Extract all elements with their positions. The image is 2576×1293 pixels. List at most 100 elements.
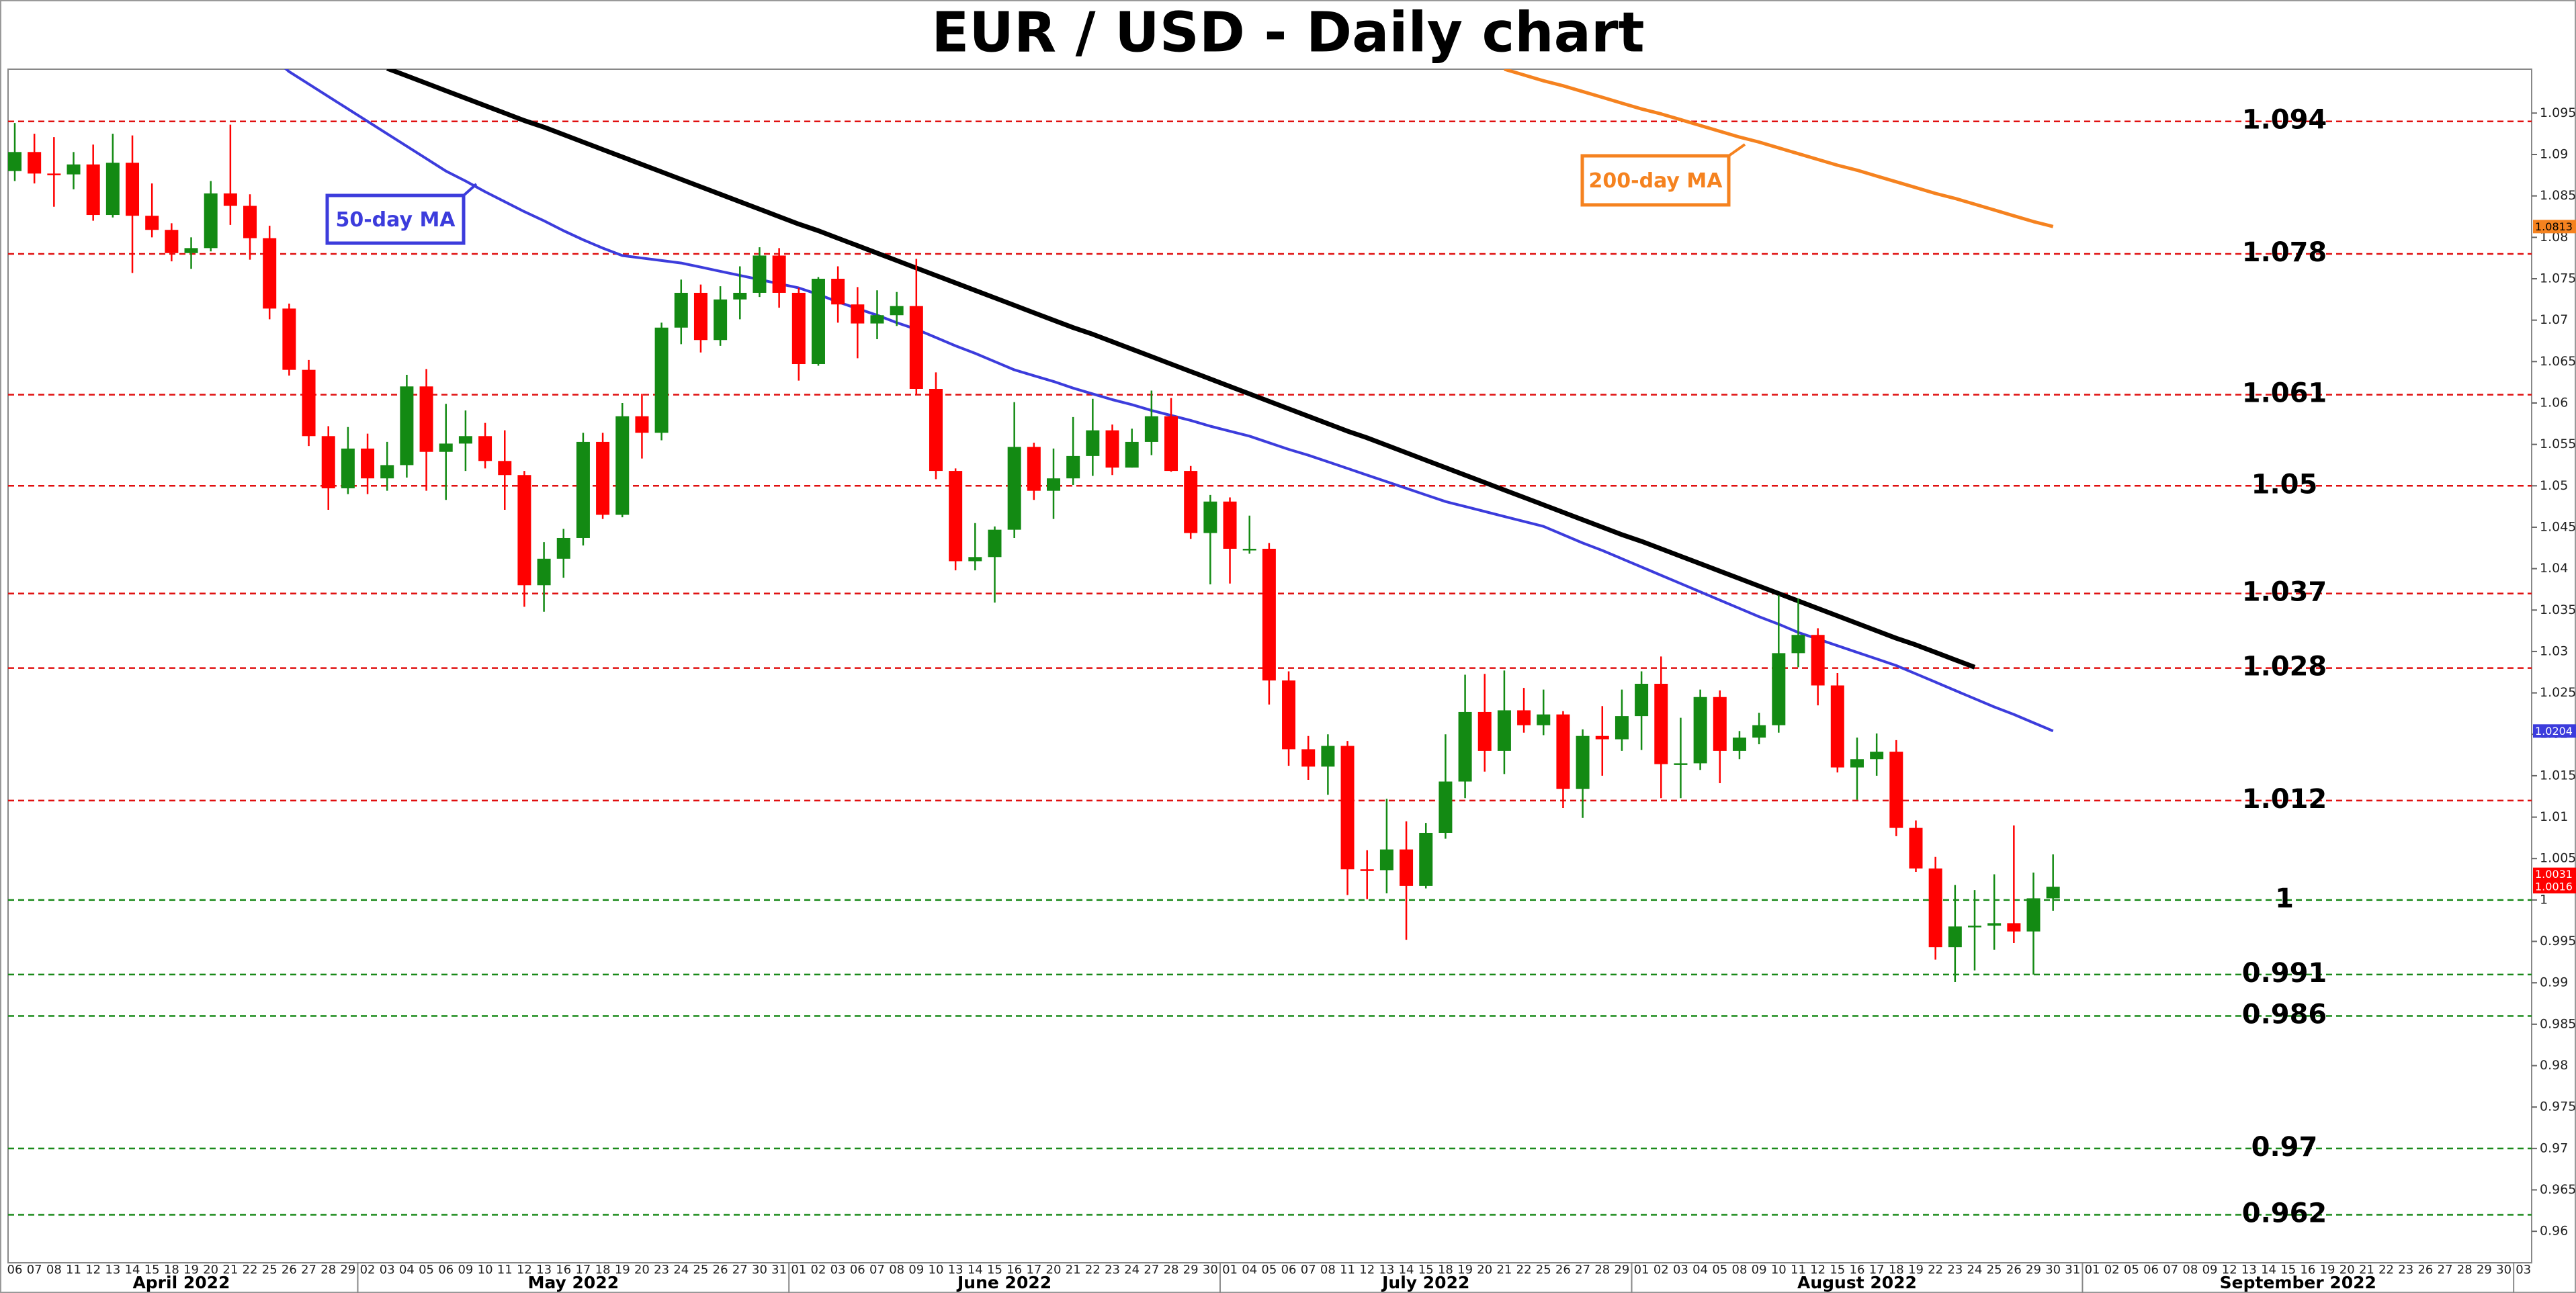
- candle-body: [67, 164, 81, 175]
- candle-body: [1674, 763, 1688, 765]
- candle-body: [1811, 635, 1825, 686]
- x-tick-label: 15: [144, 1263, 160, 1277]
- x-tick-label: 24: [673, 1263, 689, 1277]
- x-tick-label: 01: [1634, 1263, 1649, 1277]
- candle-body: [1184, 471, 1198, 533]
- level-label: 1.028: [2242, 652, 2327, 682]
- x-tick-label: 02: [1654, 1263, 1669, 1277]
- candle-body: [929, 389, 943, 472]
- ma-line: [284, 69, 2054, 733]
- candle-body: [988, 529, 1002, 558]
- x-tick-label: 14: [1399, 1263, 1414, 1277]
- x-tick-label: 26: [713, 1263, 728, 1277]
- candle-body: [302, 369, 316, 437]
- y-tick-label: 1.09: [2540, 147, 2568, 162]
- candle-body: [1027, 447, 1041, 491]
- candle-body: [1615, 716, 1629, 740]
- candle-body: [1321, 746, 1335, 767]
- candle-body: [1419, 832, 1433, 886]
- x-tick-label: 10: [1771, 1263, 1787, 1277]
- x-tick-label: 24: [1124, 1263, 1140, 1277]
- x-tick-label: 30: [2045, 1263, 2061, 1277]
- chart-title: EUR / USD - Daily chart: [931, 1, 1644, 64]
- x-tick-label: 30: [2496, 1263, 2511, 1277]
- candle-body: [105, 163, 120, 216]
- x-tick-label: 22: [1516, 1263, 1532, 1277]
- y-tick-label: 0.99: [2540, 975, 2568, 990]
- x-tick-label: 29: [340, 1263, 355, 1277]
- x-tick-label: 19: [1457, 1263, 1473, 1277]
- candle-body: [478, 436, 492, 461]
- annotation-label: 50-day MA: [335, 208, 456, 232]
- candle-body: [165, 230, 179, 253]
- level-label: 1: [2275, 883, 2294, 914]
- candle-body: [811, 278, 825, 365]
- level-label: 0.962: [2242, 1198, 2327, 1229]
- x-tick-label: 08: [1732, 1263, 1748, 1277]
- x-tick-label: 12: [1359, 1263, 1375, 1277]
- candle-body: [1379, 849, 1393, 871]
- x-tick-label: 18: [164, 1263, 179, 1277]
- candle-body: [1458, 711, 1472, 782]
- candle-body: [635, 416, 649, 433]
- x-tick-label: 14: [2261, 1263, 2276, 1277]
- candle-body: [576, 441, 590, 538]
- x-tick-label: 27: [2438, 1263, 2453, 1277]
- ma-line: [1504, 69, 2054, 228]
- candle-body: [890, 306, 904, 316]
- x-tick-label: 22: [1928, 1263, 1943, 1277]
- x-tick-label: 20: [1046, 1263, 1062, 1277]
- candle-body: [458, 436, 472, 444]
- candle-body: [1928, 868, 1942, 948]
- price-tag-label: 1.0031: [2535, 868, 2573, 881]
- y-tick-label: 0.98: [2540, 1058, 2568, 1073]
- x-tick-label: 22: [2378, 1263, 2394, 1277]
- y-tick-label: 1.005: [2540, 851, 2576, 866]
- x-tick-label: 07: [1301, 1263, 1316, 1277]
- x-tick-label: 27: [732, 1263, 748, 1277]
- level-label: 1.05: [2251, 469, 2318, 500]
- candle-body: [1654, 684, 1668, 764]
- candle-body: [1537, 714, 1551, 725]
- level-label: 0.991: [2242, 958, 2327, 989]
- x-tick-label: 16: [1006, 1263, 1022, 1277]
- candle-body: [517, 475, 531, 586]
- x-tick-label: 19: [1908, 1263, 1924, 1277]
- x-tick-label: 09: [2202, 1263, 2218, 1277]
- x-tick-label: 23: [1105, 1263, 1120, 1277]
- x-tick-label: 03: [380, 1263, 395, 1277]
- y-tick-label: 1.08: [2540, 230, 2568, 244]
- candle-body: [498, 461, 512, 476]
- x-tick-label: 05: [1261, 1263, 1277, 1277]
- annotation-connector: [1727, 143, 1746, 157]
- x-tick-label: 13: [948, 1263, 963, 1277]
- price-tag-label: 1.0813: [2535, 220, 2573, 233]
- candle-body: [556, 537, 570, 559]
- x-tick-label: 31: [2065, 1263, 2080, 1277]
- x-tick-label: 17: [1869, 1263, 1885, 1277]
- candle-body: [1752, 725, 1766, 738]
- x-tick-label: 26: [1555, 1263, 1571, 1277]
- x-tick-label: 21: [1066, 1263, 1081, 1277]
- x-tick-label: 25: [693, 1263, 708, 1277]
- y-tick-label: 1.055: [2540, 437, 2576, 451]
- x-tick-label: 20: [2339, 1263, 2355, 1277]
- y-tick-label: 1: [2540, 892, 2548, 907]
- x-tick-label: 28: [320, 1263, 336, 1277]
- x-tick-label: 03: [830, 1263, 846, 1277]
- candle-body: [1360, 869, 1374, 871]
- x-tick-label: 28: [1164, 1263, 1179, 1277]
- x-tick-label: 17: [575, 1263, 591, 1277]
- x-tick-label: 23: [2398, 1263, 2413, 1277]
- x-tick-label: 21: [1496, 1263, 1512, 1277]
- x-tick-label: 27: [301, 1263, 316, 1277]
- x-tick-label: 12: [85, 1263, 101, 1277]
- x-tick-label: 20: [203, 1263, 218, 1277]
- candle-body: [126, 163, 140, 216]
- candle-body: [419, 386, 433, 452]
- y-tick-label: 0.975: [2540, 1100, 2576, 1114]
- candle-body: [753, 255, 767, 293]
- x-tick-label: 21: [2359, 1263, 2374, 1277]
- candle-body: [1870, 752, 1884, 760]
- candle-body: [1340, 746, 1355, 870]
